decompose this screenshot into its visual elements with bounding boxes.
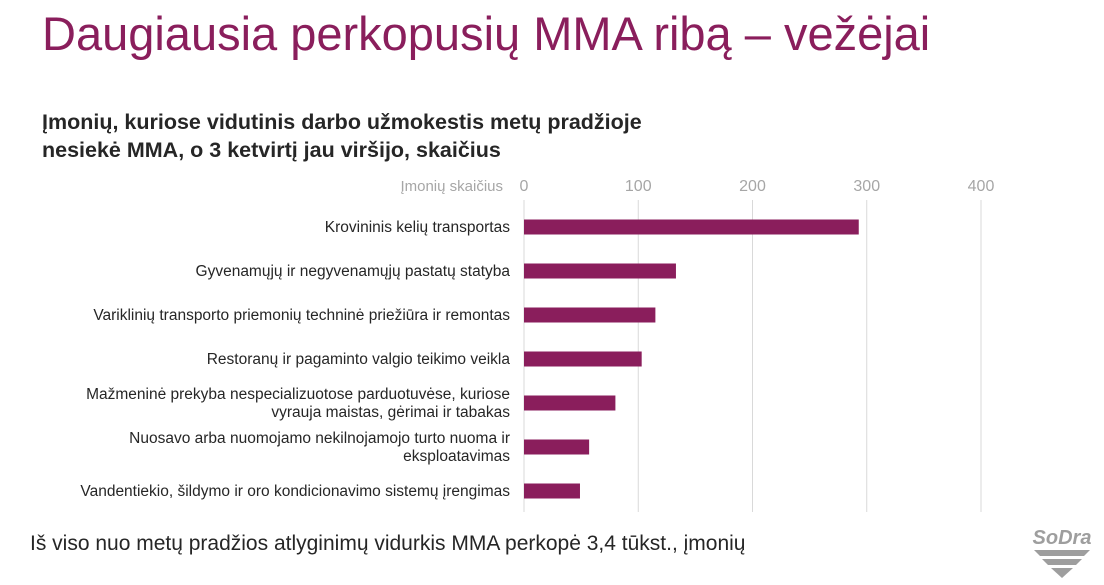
x-tick-label: 100 xyxy=(625,178,652,195)
category-label-line: vyrauja maistas, gėrimai ir tabakas xyxy=(271,404,510,421)
sodra-logo: SoDra xyxy=(1026,524,1098,580)
bar xyxy=(524,395,616,411)
sodra-logo-mark: SoDra xyxy=(1033,527,1092,578)
bar xyxy=(524,483,580,499)
x-tick-label: 0 xyxy=(520,178,529,195)
category-label-line: Variklinių transporto priemonių techninė… xyxy=(93,307,510,324)
category-label-line: Nuosavo arba nuomojamo nekilnojamojo tur… xyxy=(129,430,510,447)
chart-title-line-1: Įmonių, kuriose vidutinis darbo užmokest… xyxy=(42,110,642,134)
logo-wordmark: SoDra xyxy=(1033,527,1092,549)
category-label: Krovininis kelių transportas xyxy=(325,219,510,236)
category-label: Nuosavo arba nuomojamo nekilnojamojo tur… xyxy=(129,430,510,465)
x-tick-label: 300 xyxy=(853,178,880,195)
logo-stripe-2 xyxy=(1042,559,1082,565)
category-label: Gyvenamųjų ir negyvenamųjų pastatų staty… xyxy=(196,263,511,280)
x-axis-title: Įmonių skaičius xyxy=(400,178,503,195)
bar xyxy=(524,219,859,235)
x-tick-label: 200 xyxy=(739,178,766,195)
chart-title-line-2: nesiekė MMA, o 3 ketvirtį jau viršijo, s… xyxy=(42,138,501,162)
category-label: Variklinių transporto priemonių techninė… xyxy=(93,307,510,324)
bar xyxy=(524,307,656,323)
slide-title: Daugiausia perkopusių MMA ribą – vežėjai xyxy=(42,7,931,60)
category-label-line: Krovininis kelių transportas xyxy=(325,219,510,236)
logo-stripe-1 xyxy=(1034,550,1090,556)
category-label: Vandentiekio, šildymo ir oro kondicionav… xyxy=(80,483,510,500)
category-label-line: Restoranų ir pagaminto valgio teikimo ve… xyxy=(207,351,511,368)
logo-point xyxy=(1051,568,1073,578)
bar xyxy=(524,263,676,279)
bar xyxy=(524,351,642,367)
category-label: Mažmeninė prekyba nespecializuotose pard… xyxy=(86,386,510,421)
bar xyxy=(524,439,590,455)
chart-title: Įmonių, kuriose vidutinis darbo užmokest… xyxy=(42,108,642,164)
category-label-line: Gyvenamųjų ir negyvenamųjų pastatų staty… xyxy=(196,263,511,280)
category-label: Restoranų ir pagaminto valgio teikimo ve… xyxy=(207,351,511,368)
category-label-line: eksploatavimas xyxy=(403,448,510,465)
category-label-line: Vandentiekio, šildymo ir oro kondicionav… xyxy=(80,483,510,500)
footer-note: Iš viso nuo metų pradžios atlyginimų vid… xyxy=(30,532,746,555)
x-tick-label: 400 xyxy=(968,178,995,195)
category-label-line: Mažmeninė prekyba nespecializuotose pard… xyxy=(86,386,510,403)
